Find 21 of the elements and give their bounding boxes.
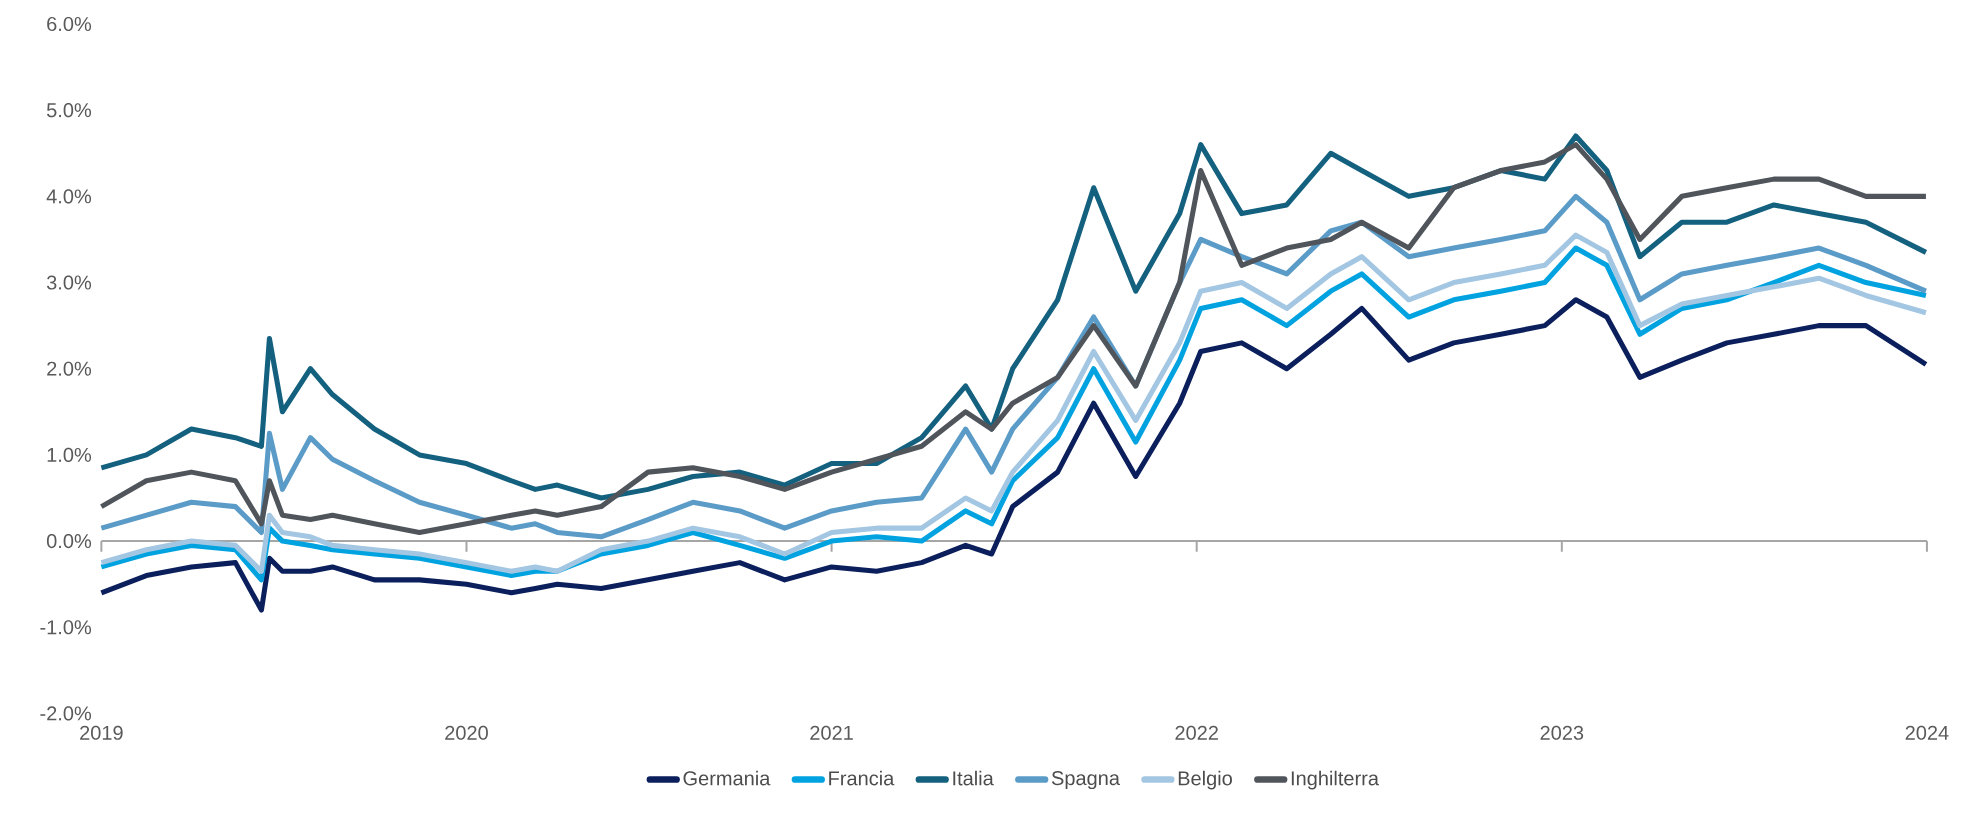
y-tick-label: 0.0% [46, 533, 92, 548]
y-tick-label: 4.0% [46, 189, 92, 204]
y-tick-label: 6.0% [47, 16, 92, 31]
x-tick-label: 2024 [1905, 725, 1949, 740]
legend-label: Spagna [1051, 770, 1120, 789]
x-tick-label: 2021 [810, 725, 853, 740]
x-tick-label: 2019 [80, 725, 123, 740]
legend-label: Francia [829, 770, 895, 786]
x-tick-label: 2020 [445, 725, 488, 740]
y-tick-label: 5.0% [46, 102, 92, 118]
legend-label: Inghilterra [1291, 770, 1379, 790]
y-tick-label: -2.0% [40, 706, 92, 721]
x-tick-label: 2023 [1540, 725, 1584, 740]
legend-label: Italia [953, 770, 994, 786]
y-tick-label: 2.0% [47, 361, 92, 376]
y-tick-label: 3.0% [46, 275, 92, 290]
x-tick-label: 2022 [1175, 725, 1218, 740]
legend-label: Germania [683, 770, 771, 786]
legend-label: Belgio [1178, 770, 1232, 790]
y-tick-label: -1.0% [40, 619, 92, 635]
y-tick-label: 1.0% [47, 447, 92, 462]
